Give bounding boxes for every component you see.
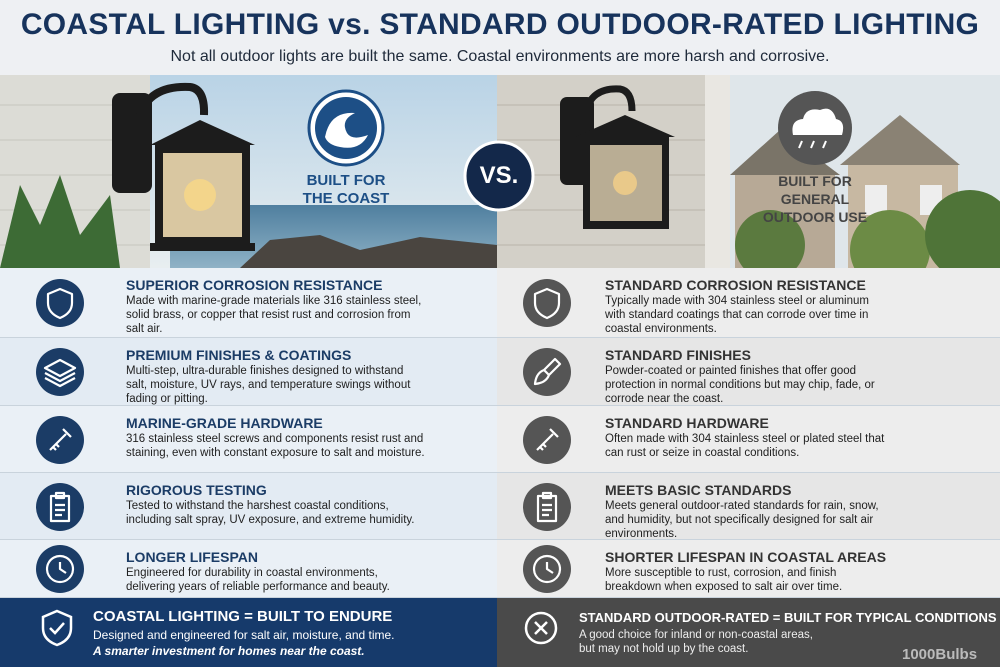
row-icon	[523, 279, 571, 327]
row-text: Powder-coated or painted finishes that o…	[605, 365, 875, 405]
row-text: Typically made with 304 stainless steel …	[605, 295, 869, 335]
row-title: STANDARD HARDWARE	[605, 415, 769, 431]
row-text: Meets general outdoor-rated standards fo…	[605, 500, 879, 540]
label-line: OUTDOOR USE	[762, 209, 868, 225]
comparison-row: STANDARD HARDWARE Often made with 304 sta…	[497, 406, 1000, 473]
right-hero-label: BUILT FOR GENERAL OUTDOOR USE	[750, 172, 880, 226]
row-title: SHORTER LIFESPAN IN COASTAL AREAS	[605, 549, 887, 565]
row-text: More susceptible to rust, corrosion, and…	[605, 567, 843, 593]
row-text: 316 stainless steel screws and component…	[126, 433, 425, 459]
row-icon	[523, 415, 571, 464]
left-hero-label: BUILT FOR THE COAST	[286, 172, 406, 208]
row-text: Often made with 304 stainless steel or p…	[605, 433, 885, 459]
row-title: STANDARD CORROSION RESISTANCE	[605, 277, 866, 293]
comparison-row: LONGER LIFESPAN Engineered for durability…	[0, 540, 497, 598]
hero-images	[0, 75, 1000, 268]
row-icon	[36, 279, 84, 327]
footer-icon	[41, 609, 73, 647]
row-icon	[36, 545, 84, 593]
comparison-row: SHORTER LIFESPAN IN COASTAL AREAS More su…	[497, 540, 1000, 598]
row-icon	[523, 482, 571, 531]
comparison-row: STANDARD FINISHES Powder-coated or painte…	[497, 338, 1000, 406]
row-text: Engineered for durability in coastal env…	[126, 567, 390, 593]
footer-icon	[524, 611, 558, 645]
footer-text: Designed and engineered for salt air, mo…	[93, 628, 395, 642]
title: COASTAL LIGHTING vs. STANDARD OUTDOOR-RA…	[20, 8, 980, 41]
footer-title: STANDARD OUTDOOR-RATED = BUILT FOR TYPIC…	[579, 610, 997, 625]
label-line: BUILT FOR	[778, 173, 852, 189]
row-title: MEETS BASIC STANDARDS	[605, 482, 792, 498]
label-line: THE COAST	[302, 190, 390, 207]
comparison-row: RIGOROUS TESTING Tested to withstand the …	[0, 473, 497, 540]
comparison-row: SUPERIOR CORROSION RESISTANCE Made with m…	[0, 268, 497, 338]
row-text: Made with marine-grade materials like 31…	[126, 295, 422, 335]
header	[0, 0, 1000, 75]
footer-left: COASTAL LIGHTING = BUILT TO ENDURE Desig…	[0, 598, 497, 667]
row-title: LONGER LIFESPAN	[126, 549, 258, 565]
vs-badge: VS.	[479, 162, 519, 189]
footer-right: STANDARD OUTDOOR-RATED = BUILT FOR TYPIC…	[497, 598, 1000, 667]
brand-logo: 1000Bulbs	[902, 646, 978, 663]
row-text: Tested to withstand the harshest coastal…	[126, 500, 415, 526]
row-icon	[36, 415, 84, 464]
footer-text: A good choice for inland or non-coastal …	[579, 629, 813, 655]
comparison-row: STANDARD CORROSION RESISTANCE Typically m…	[497, 268, 1000, 338]
footer-title: COASTAL LIGHTING = BUILT TO ENDURE	[93, 608, 393, 625]
subtitle: Not all outdoor lights are built the sam…	[170, 48, 830, 65]
row-title: RIGOROUS TESTING	[126, 482, 267, 498]
row-icon	[36, 482, 84, 531]
row-title: SUPERIOR CORROSION RESISTANCE	[126, 277, 383, 293]
row-icon	[36, 348, 84, 396]
row-title: STANDARD FINISHES	[605, 347, 751, 363]
row-title: PREMIUM FINISHES & COATINGS	[126, 347, 352, 363]
comparison-row: PREMIUM FINISHES & COATINGS Multi-step, u…	[0, 338, 497, 406]
label-line: BUILT FOR	[306, 172, 386, 189]
row-icon	[523, 545, 571, 593]
row-text: Multi-step, ultra-durable finishes desig…	[126, 365, 411, 405]
footer-tagline: A smarter investment for homes near the …	[93, 644, 365, 658]
comparison-row: MARINE-GRADE HARDWARE 316 stainless steel…	[0, 406, 497, 473]
row-title: MARINE-GRADE HARDWARE	[126, 415, 323, 431]
row-icon	[523, 348, 571, 396]
label-line: GENERAL	[780, 191, 850, 207]
comparison-row: MEETS BASIC STANDARDS Meets general outdo…	[497, 473, 1000, 540]
